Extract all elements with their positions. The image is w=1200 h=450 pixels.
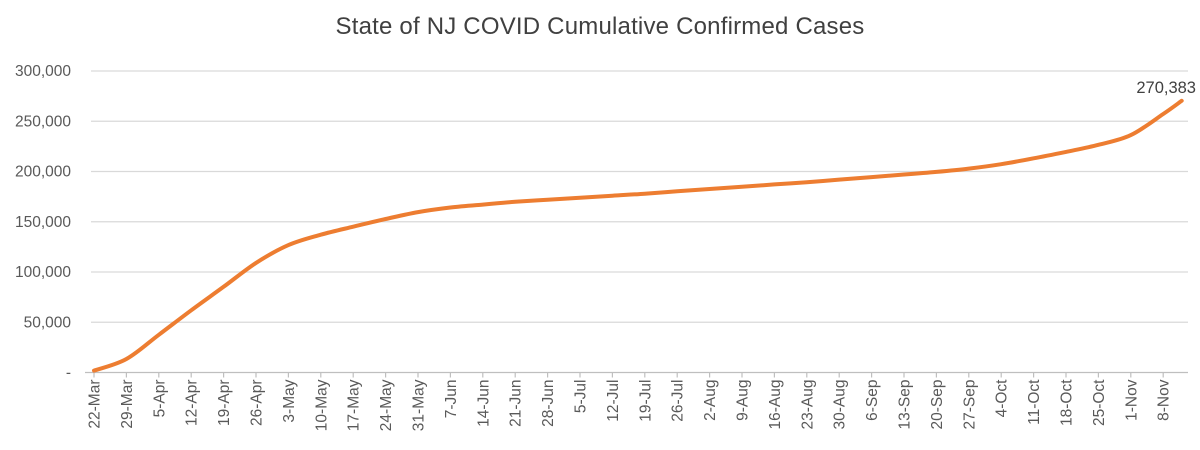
y-axis-tick-label: 100,000 (15, 264, 71, 281)
x-axis-tick-label: 31-May (411, 379, 428, 431)
x-axis-tick-label: 13-Sep (897, 380, 914, 430)
x-axis-tick-label: 27-Sep (961, 380, 978, 430)
x-axis-tick-label: 12-Apr (184, 380, 201, 427)
x-axis-tick-label: 28-Jun (540, 380, 557, 427)
x-axis-tick-label: 5-Apr (151, 380, 168, 418)
y-axis-tick-label: 150,000 (15, 214, 71, 231)
x-axis-tick-label: 25-Oct (1091, 379, 1108, 426)
y-axis-tick-label: 250,000 (15, 113, 71, 130)
y-axis-tick-label: 300,000 (15, 63, 71, 80)
x-axis-tick-label: 8-Nov (1156, 379, 1173, 421)
x-axis-tick-label: 19-Jul (637, 380, 654, 422)
x-axis-tick-label: 29-Mar (119, 380, 136, 429)
x-axis-tick-label: 6-Sep (864, 380, 881, 421)
x-axis-tick-label: 16-Aug (767, 380, 784, 430)
x-axis-tick-label: 11-Oct (1026, 379, 1043, 425)
x-axis-tick-label: 26-Apr (249, 380, 266, 427)
x-axis-tick-label: 12-Jul (605, 380, 622, 422)
x-axis-tick-label: 17-May (346, 379, 363, 431)
x-axis-tick-label: 10-May (313, 379, 330, 431)
chart-title: State of NJ COVID Cumulative Confirmed C… (335, 13, 865, 40)
y-axis-tick-label: - (66, 365, 71, 382)
cumulative-cases-line (92, 98, 1184, 373)
x-axis-tick-label: 9-Aug (735, 380, 752, 421)
x-axis-tick-label: 18-Oct (1059, 379, 1076, 426)
x-axis-tick-label: 20-Sep (929, 380, 946, 430)
y-axis-tick-label: 50,000 (24, 314, 72, 331)
x-axis-tick-label: 24-May (378, 379, 395, 431)
x-axis-tick-label: 30-Aug (832, 380, 849, 430)
x-axis-tick-label: 1-Nov (1123, 379, 1140, 421)
x-axis-tick-label: 14-Jun (475, 380, 492, 427)
x-axis-tick-label: 5-Jul (573, 380, 590, 414)
x-axis-tick-label: 7-Jun (443, 380, 460, 419)
x-axis-tick-label: 26-Jul (670, 380, 687, 422)
x-axis-tick-label: 22-Mar (87, 380, 104, 429)
y-axis-tick-label: 200,000 (15, 164, 71, 181)
x-axis-tick-label: 3-May (281, 379, 298, 422)
x-axis-tick-label: 4-Oct (994, 379, 1011, 418)
x-axis-tick-label: 21-Jun (508, 380, 525, 427)
x-axis-tick-label: 2-Aug (702, 380, 719, 421)
x-axis-tick-label: 19-Apr (216, 380, 233, 427)
x-axis-tick-label: 23-Aug (799, 380, 816, 430)
final-value-data-label: 270,383 (1136, 79, 1196, 97)
